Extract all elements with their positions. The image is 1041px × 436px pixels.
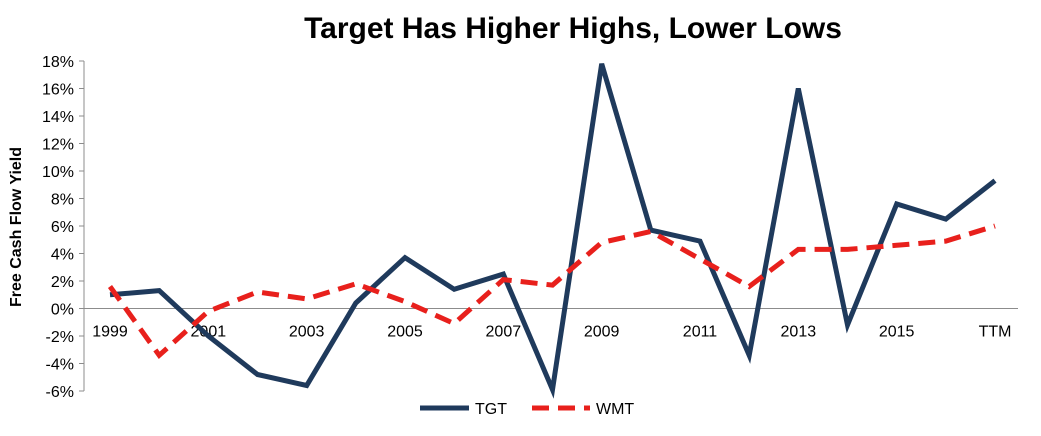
y-tick-label: 6% [51, 219, 74, 236]
x-tick-label: 2003 [289, 324, 325, 341]
x-tick-label: 2005 [387, 324, 423, 341]
y-tick-label: 8% [51, 192, 74, 209]
x-tick-label: TTM [979, 324, 1012, 341]
y-tick-label: 12% [42, 137, 74, 154]
y-axis-title: Free Cash Flow Yield [8, 147, 25, 307]
y-tick-label: 0% [51, 302, 74, 319]
y-tick-label: 18% [42, 54, 74, 71]
y-tick-label: 4% [51, 247, 74, 264]
y-axis: -6% -4% -2% 0% 2% 4% 6% 8% 10% 12% 14% 16% 18% [42, 54, 85, 401]
series-line-wmt [107, 223, 996, 360]
x-tick-label: 2015 [879, 324, 915, 341]
y-tick-label: -2% [46, 329, 74, 346]
y-tick-label: 16% [42, 82, 74, 99]
y-tick-label: -6% [46, 384, 74, 401]
y-tick-label: 10% [42, 164, 74, 181]
legend: TGT WMT [420, 401, 634, 418]
legend-label-tgt: TGT [475, 401, 507, 418]
chart-title: Target Has Higher Highs, Lower Lows [304, 12, 842, 45]
x-tick-label: 1999 [92, 324, 128, 341]
series-lines [107, 63, 997, 399]
x-tick-label: 2013 [781, 324, 817, 341]
series-line-tgt [109, 63, 997, 399]
x-tick-label: 2009 [584, 324, 620, 341]
legend-label-wmt: WMT [596, 401, 634, 418]
y-tick-label: 14% [42, 109, 74, 126]
x-tick-label: 2007 [486, 324, 522, 341]
x-axis: 1999 2001 2003 2005 2007 2009 2011 2013 2015 TTM [84, 308, 1018, 341]
y-tick-label: 2% [51, 274, 74, 291]
y-tick-label: -4% [46, 357, 74, 374]
x-tick-label: 2011 [683, 324, 718, 341]
